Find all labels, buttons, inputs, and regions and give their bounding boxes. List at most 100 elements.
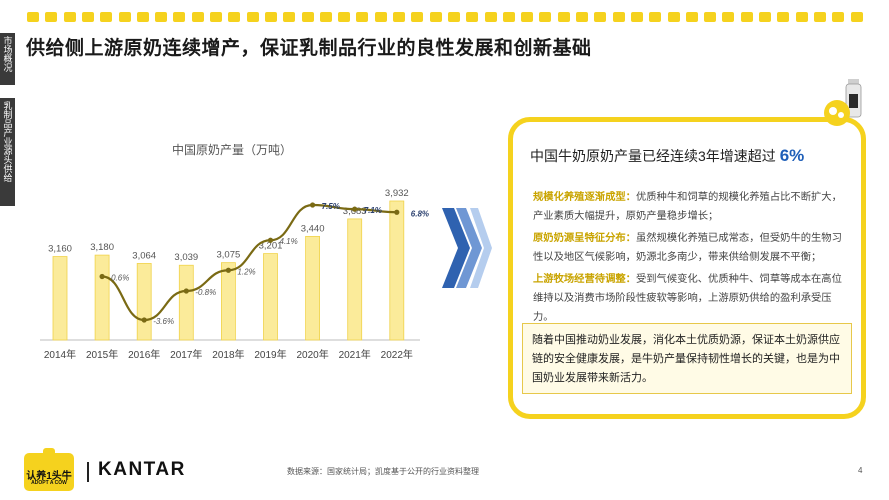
x-tick-label-6: 2020年 <box>296 348 328 361</box>
stripe-block <box>319 12 332 22</box>
stripe-block <box>155 12 168 22</box>
stripe-block <box>210 12 222 22</box>
growth-label-5: 7.5% <box>322 202 340 211</box>
adopt-a-cow-logo[interactable]: 认养1头牛 ADOPT A COW <box>24 448 74 491</box>
growth-point-1 <box>141 317 147 323</box>
bar-value-label-1: 3,180 <box>90 242 114 253</box>
growth-point-6 <box>352 206 358 212</box>
bar-8 <box>389 200 405 341</box>
growth-point-0 <box>99 273 105 280</box>
stripe-block <box>45 12 58 22</box>
growth-point-4 <box>267 237 274 243</box>
x-tick-label-8: 2022年 <box>381 348 413 361</box>
logo-cup-shape <box>43 448 55 457</box>
logo-cn-text: 认养1头牛 <box>26 471 72 482</box>
stripe-block <box>301 12 314 22</box>
logo-divider <box>87 462 89 482</box>
stripe-block <box>704 12 717 22</box>
stripe-block <box>356 12 369 22</box>
page-title: 供给侧上游原奶连续增产，保证乳制品行业的良性发展和创新基础 <box>26 38 592 59</box>
stripe-block <box>777 12 790 22</box>
stripe-block <box>740 12 753 22</box>
stripe-block <box>191 12 204 22</box>
data-source: 数据来源：国家统计局；凯度基于公开的行业资料整理 <box>287 467 479 476</box>
stripe-block <box>283 12 296 22</box>
top-stripe-decoration <box>27 12 867 22</box>
bar-0 <box>52 256 68 341</box>
conclusion-box: 随着中国推动奶业发展，消化本土优质奶源，保证本土奶源供应链的安全健康发展，是牛奶… <box>522 323 852 394</box>
insight-paragraph-1: 规模化养殖逐渐成型：优质种牛和饲草的规模化养殖占比不断扩大，产业素质大幅提升，原… <box>533 188 851 226</box>
card-title-percentage: 6% <box>779 146 805 165</box>
x-tick-label-7: 2021年 <box>339 348 371 361</box>
stripe-block <box>136 12 149 22</box>
stripe-block <box>576 12 588 22</box>
bar-value-label-2: 3,064 <box>132 250 156 261</box>
stripe-block <box>685 12 698 22</box>
stripe-block <box>813 12 826 22</box>
bar-value-label-0: 3,160 <box>48 244 72 255</box>
stripe-block <box>594 12 607 22</box>
card-title: 中国牛奶原奶产量已经连续3年增速超过 6% <box>530 146 804 166</box>
insight-1-body: 优质种牛和饲草的规模化养殖占比不断扩大，产业素质大幅提升，原奶产量稳步增长； <box>533 192 842 222</box>
stripe-block <box>649 12 662 22</box>
stripe-block <box>264 12 277 22</box>
growth-label-3: 1.2% <box>237 267 255 276</box>
chevron-arrows-icon <box>442 208 492 288</box>
kantar-logo[interactable]: KANTAR <box>98 459 186 480</box>
growth-label-2: -0.8% <box>195 288 216 297</box>
side-tab-supply[interactable]: 乳制品产业源头供给 <box>0 98 15 206</box>
stripe-block <box>795 12 808 22</box>
bar-2 <box>136 263 152 341</box>
side-tab-market[interactable]: 市场概况 <box>0 33 15 85</box>
insight-1-heading: 规模化养殖逐渐成型： <box>533 192 636 203</box>
x-tick-label-5: 2019年 <box>254 348 286 361</box>
stripe-block <box>630 12 643 22</box>
stripe-block <box>63 12 76 22</box>
milk-bottle-badge-icon <box>824 79 862 126</box>
bar-value-label-3: 3,039 <box>174 252 198 263</box>
growth-point-7 <box>394 209 400 215</box>
growth-point-5 <box>310 202 316 208</box>
stripe-block <box>850 12 863 22</box>
page-number: 4 <box>858 466 863 475</box>
logo-en-text: ADOPT A COW <box>31 480 67 486</box>
bar-1 <box>94 254 110 341</box>
bar-value-label-5: 3,201 <box>259 241 283 252</box>
chart-title: 中国原奶产量（万吨） <box>172 143 293 157</box>
insight-2-heading: 原奶奶源呈特征分布： <box>533 233 636 244</box>
stripe-block <box>667 12 680 22</box>
stripe-block <box>228 12 241 22</box>
insight-3-heading: 上游牧场经营待调整： <box>533 274 636 285</box>
x-tick-label-4: 2018年 <box>212 348 244 361</box>
stripe-block <box>100 12 113 22</box>
bar-3 <box>178 264 194 341</box>
growth-label-6: 7.1% <box>364 206 382 215</box>
bar-value-label-6: 3,440 <box>301 223 325 234</box>
stripe-block <box>722 12 735 22</box>
stripe-block <box>612 12 625 22</box>
insight-paragraph-2: 原奶奶源呈特征分布：虽然规模化养殖已成常态，但受奶牛的生物习性以及地区气候影响，… <box>533 229 851 267</box>
stripe-block <box>118 12 131 22</box>
stripe-block <box>484 12 497 22</box>
bar-7 <box>347 218 363 341</box>
x-tick-label-2: 2016年 <box>128 348 160 361</box>
stripe-block <box>81 12 94 22</box>
x-tick-label-3: 2017年 <box>170 348 202 361</box>
stripe-block <box>27 12 39 22</box>
growth-point-3 <box>225 267 231 273</box>
stripe-block <box>173 12 186 22</box>
growth-label-0: 0.6% <box>111 273 129 282</box>
stripe-block <box>374 12 387 22</box>
bar-value-label-4: 3,075 <box>217 250 241 261</box>
stripe-block <box>759 12 771 22</box>
bar-value-label-8: 3,932 <box>385 188 409 199</box>
side-tab-supply-label: 乳制品产业源头供给 <box>2 101 13 182</box>
insight-3-body: 受到气候变化、优质种牛、饲草等成本在高位维持以及消费市场阶段性疲软等影响，上游原… <box>533 274 842 323</box>
stripe-block <box>429 12 442 22</box>
growth-point-2 <box>183 288 189 294</box>
growth-label-7: 6.8% <box>411 209 429 218</box>
stripe-block <box>246 12 259 22</box>
stripe-block <box>411 12 424 22</box>
stripe-block <box>832 12 845 22</box>
